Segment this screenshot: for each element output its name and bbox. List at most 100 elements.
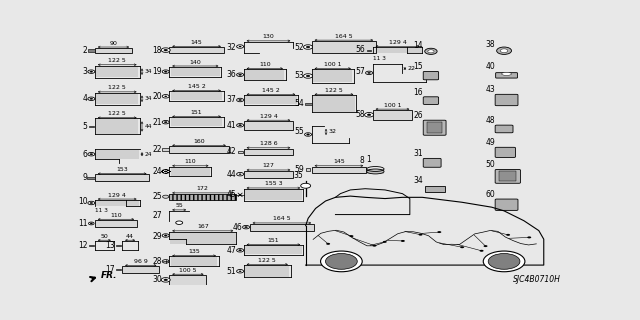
Circle shape [163, 195, 169, 198]
Bar [425, 186, 445, 192]
Bar [244, 121, 293, 130]
Bar [170, 47, 224, 53]
Bar [162, 170, 164, 171]
Bar [122, 266, 159, 273]
Bar [499, 172, 516, 181]
Text: 28: 28 [152, 257, 162, 266]
Text: 1: 1 [367, 155, 371, 164]
Bar [171, 257, 218, 266]
Circle shape [162, 120, 169, 124]
Bar [171, 68, 220, 76]
Ellipse shape [502, 72, 511, 76]
Text: 11 3: 11 3 [95, 208, 108, 213]
Circle shape [301, 183, 310, 188]
Circle shape [88, 222, 94, 225]
Text: 100 1: 100 1 [324, 62, 342, 67]
Circle shape [162, 70, 169, 73]
Text: 122 5: 122 5 [108, 111, 126, 116]
Text: 45: 45 [227, 190, 236, 199]
Bar [367, 169, 384, 174]
Bar [171, 92, 222, 100]
Text: 16: 16 [413, 88, 423, 97]
Circle shape [162, 95, 169, 98]
Text: 18: 18 [152, 46, 162, 55]
Bar [171, 167, 210, 176]
Text: 59: 59 [294, 165, 304, 174]
Circle shape [365, 71, 372, 75]
Circle shape [326, 243, 330, 245]
Text: 26: 26 [413, 111, 423, 120]
Circle shape [425, 48, 437, 54]
Text: 12: 12 [78, 241, 88, 250]
Circle shape [307, 75, 310, 77]
FancyBboxPatch shape [423, 120, 446, 135]
Circle shape [237, 98, 244, 102]
Text: 47: 47 [227, 246, 236, 255]
Circle shape [176, 221, 182, 224]
Text: 52: 52 [294, 43, 304, 52]
Text: 9: 9 [83, 173, 88, 182]
Text: 15: 15 [413, 62, 423, 71]
Text: 135: 135 [188, 249, 200, 254]
Text: 3: 3 [83, 67, 88, 76]
Bar [96, 150, 138, 159]
Bar [244, 171, 293, 178]
Text: 130: 130 [262, 34, 275, 39]
Text: 32: 32 [227, 43, 236, 52]
Circle shape [239, 99, 241, 101]
Text: 42: 42 [227, 148, 236, 156]
Circle shape [484, 245, 488, 247]
Text: 167: 167 [197, 224, 209, 229]
Text: 50: 50 [485, 161, 495, 170]
Bar [162, 148, 169, 151]
Text: 100 5: 100 5 [179, 268, 196, 273]
Bar [245, 70, 284, 80]
Text: 151: 151 [191, 110, 202, 115]
Bar [170, 275, 207, 285]
Text: 128 6: 128 6 [260, 141, 277, 146]
Circle shape [161, 48, 170, 52]
Bar [250, 224, 314, 231]
Text: 145: 145 [191, 40, 202, 45]
FancyBboxPatch shape [495, 170, 520, 183]
Text: 4: 4 [83, 94, 88, 103]
Text: 58: 58 [356, 110, 365, 119]
Text: 145 2: 145 2 [262, 88, 280, 93]
Circle shape [479, 250, 484, 252]
Circle shape [307, 46, 310, 48]
Bar [161, 171, 163, 172]
Bar [170, 146, 229, 153]
Text: 40: 40 [485, 62, 495, 71]
Text: 57: 57 [355, 67, 365, 76]
FancyBboxPatch shape [423, 71, 438, 80]
Bar [313, 70, 352, 82]
Circle shape [239, 124, 241, 126]
Text: 44: 44 [227, 170, 236, 179]
Text: 29: 29 [152, 232, 162, 241]
Text: 35: 35 [294, 171, 303, 180]
FancyBboxPatch shape [495, 199, 518, 210]
Text: 24: 24 [152, 167, 162, 176]
Bar [306, 168, 310, 171]
Text: 127: 127 [262, 164, 275, 169]
Text: 24: 24 [145, 152, 152, 157]
Circle shape [164, 71, 167, 72]
Text: 122 5: 122 5 [108, 58, 126, 63]
Text: 50: 50 [100, 234, 108, 239]
Text: 34: 34 [145, 69, 152, 74]
Text: 48: 48 [486, 116, 495, 125]
Ellipse shape [367, 169, 384, 174]
Text: 51: 51 [227, 267, 236, 276]
Text: 129 4: 129 4 [108, 193, 126, 197]
Circle shape [239, 46, 241, 47]
Bar [116, 269, 121, 270]
Circle shape [162, 170, 170, 173]
Text: 19: 19 [152, 67, 162, 76]
Circle shape [303, 45, 312, 49]
Bar [95, 200, 139, 206]
Circle shape [365, 113, 374, 117]
Bar [88, 49, 95, 52]
Text: 46: 46 [232, 223, 242, 232]
Circle shape [164, 49, 168, 51]
Text: 38: 38 [486, 40, 495, 49]
